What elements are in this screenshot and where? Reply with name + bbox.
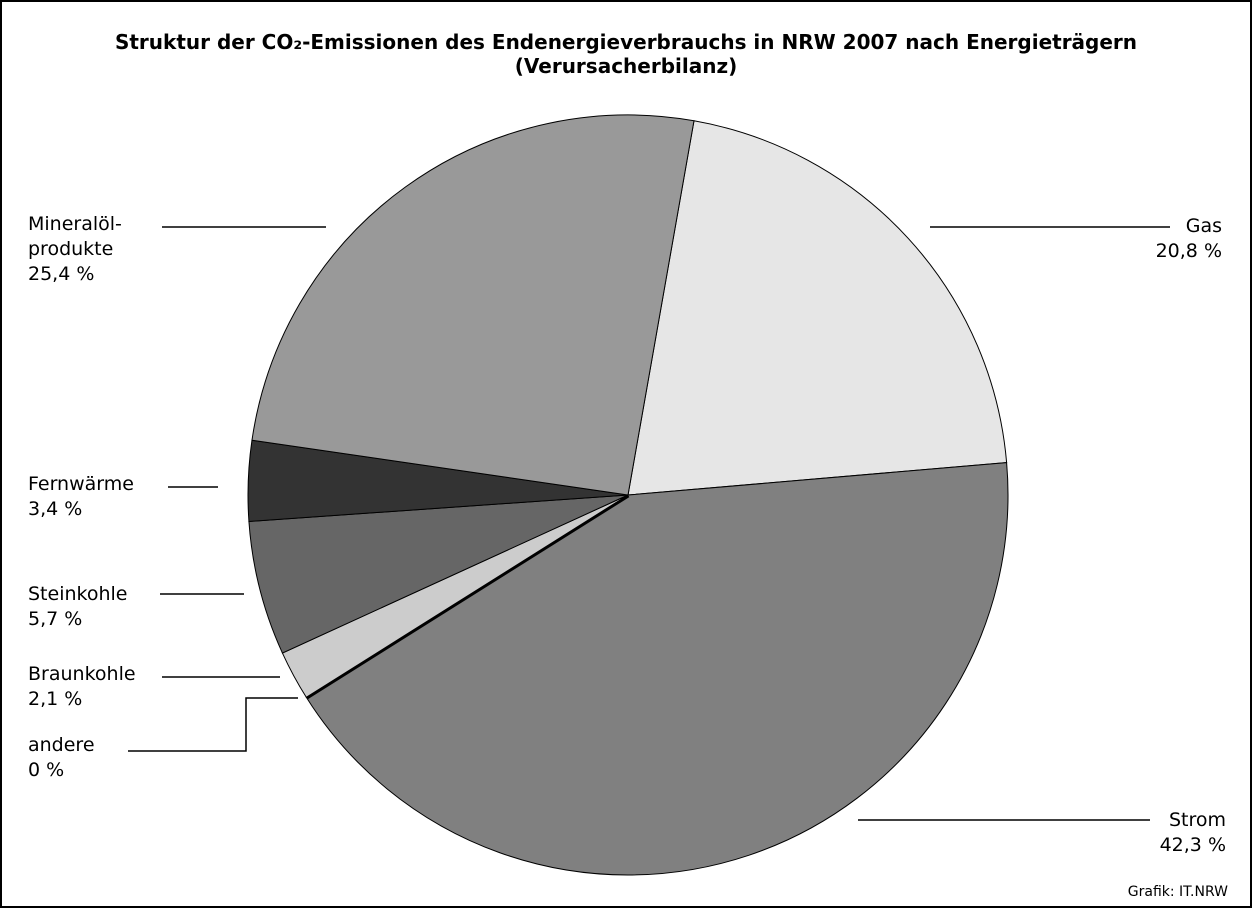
value-label: 5,7 % bbox=[28, 608, 83, 630]
slice-label: Mineralöl- produkte bbox=[28, 213, 122, 260]
slice-label: Braunkohle bbox=[28, 663, 136, 685]
source: Grafik: IT.NRW bbox=[1127, 884, 1228, 900]
slice-label: andere bbox=[28, 734, 95, 756]
value-label: 0 % bbox=[28, 759, 65, 781]
chart-subtitle: (Verursacherbilanz) bbox=[514, 54, 738, 78]
leader-line bbox=[128, 697, 298, 752]
slice bbox=[627, 120, 1008, 496]
slice-label: Steinkohle bbox=[28, 583, 128, 605]
value-label: 2,1 % bbox=[28, 688, 83, 710]
value-label: 25,4 % bbox=[28, 263, 95, 285]
slice-label: Gas bbox=[1185, 215, 1222, 237]
chart-title: Struktur der CO₂-Emissionen des Endenerg… bbox=[114, 30, 1138, 54]
slice-label: Strom bbox=[1168, 809, 1226, 831]
value-label: 3,4 % bbox=[28, 498, 83, 520]
slice bbox=[305, 462, 1009, 876]
slice-label: Fernwärme bbox=[28, 473, 134, 495]
slice bbox=[248, 494, 629, 654]
slice bbox=[251, 114, 695, 496]
value-label: 42,3 % bbox=[1159, 834, 1226, 856]
value-label: 20,8 % bbox=[1155, 240, 1222, 262]
